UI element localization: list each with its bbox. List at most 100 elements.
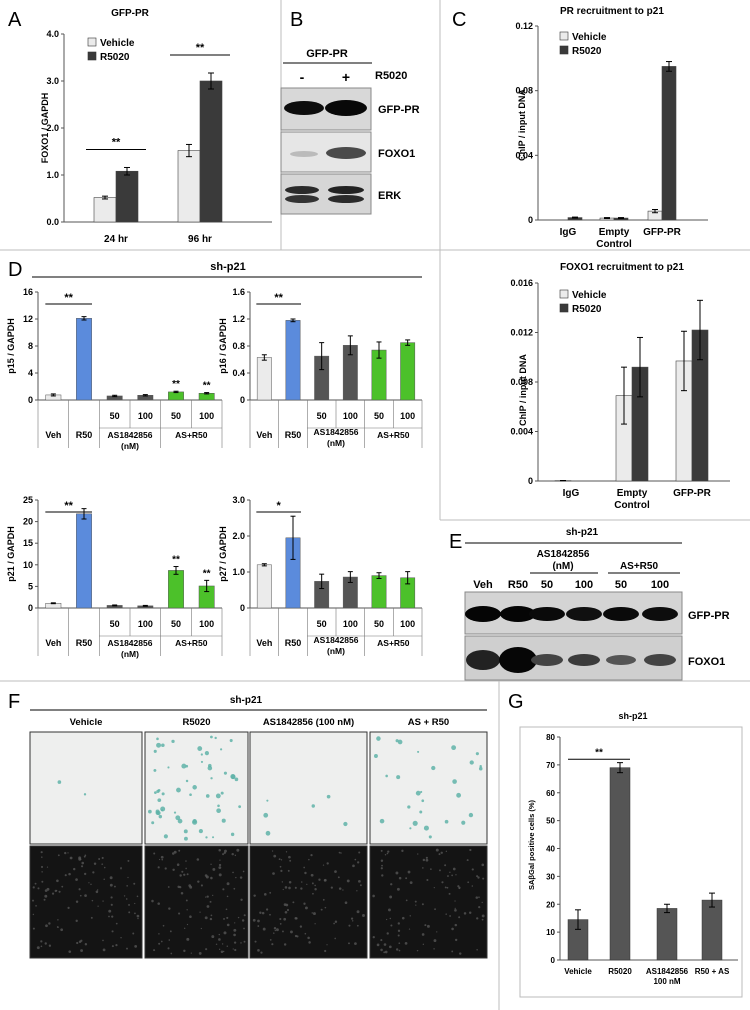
nucleus [288,880,292,884]
nucleus [32,913,35,916]
nucleus [289,859,292,862]
nucleus [340,852,342,854]
nucleus [395,948,399,951]
nucleus [241,919,245,922]
nucleus [405,877,408,880]
nucleus [186,873,189,876]
nucleus [160,855,164,859]
nucleus [306,883,308,886]
nucleus [425,856,428,859]
nucleus [357,861,360,864]
x-label-as: AS1842856 [314,427,359,437]
bright-field-image [249,731,368,845]
nucleus [441,881,444,884]
stained-cell [452,779,457,784]
nucleus [299,925,303,928]
x-tick-label: Control [614,500,650,511]
nucleus [454,923,458,927]
y-tick-label: 0.4 [232,368,245,378]
nucleus [103,866,106,869]
nucleus [324,906,327,909]
nucleus [444,864,447,867]
nucleus [158,942,161,945]
nucleus [158,933,160,935]
nucleus [280,859,283,861]
nucleus [285,903,289,907]
nucleus [279,865,282,868]
nucleus [88,882,90,884]
x-label-dose: 100 [343,411,358,421]
y-tick-label: 1.6 [232,287,245,297]
stained-cell [192,785,197,790]
stained-cell [229,738,233,743]
panel-e-title: sh-p21 [566,527,599,538]
nucleus [218,866,222,870]
nucleus [101,863,104,865]
stained-cell [183,829,188,834]
nucleus [356,910,360,914]
stained-cell [479,764,482,768]
nucleus [212,894,214,897]
nucleus [102,948,106,952]
x-tick-label: Vehicle [564,967,592,976]
nucleus [467,881,470,884]
blot-b-label-foxo1: FOXO1 [378,148,415,160]
nucleus [102,900,104,902]
nucleus [280,869,283,872]
nucleus [482,877,485,880]
nucleus [311,882,314,885]
nucleus [128,903,131,906]
nucleus [170,952,173,955]
nucleus [60,928,64,932]
nucleus [84,943,88,946]
nucleus [477,876,480,879]
x-label-dose: 50 [110,619,120,629]
bar [177,150,201,223]
micrographs: Vehicle R5020 AS1842856 (100 nM) AS + R50 [29,717,488,959]
stained-cell [163,834,168,839]
nucleus [282,930,284,933]
nucleus [209,917,213,921]
nucleus [372,936,375,939]
panel-b: B GFP-PR - + R5020 GFP-PR FOXO1 ERK [280,9,420,215]
nucleus [169,930,172,933]
nucleus [221,943,224,945]
stained-cell [266,799,269,802]
nucleus [37,887,40,890]
nucleus [314,884,316,887]
nucleus [447,875,449,877]
stained-cell [469,760,474,765]
x-label-asr: AS+R50 [175,638,208,648]
nucleus [322,864,325,866]
y-tick-label: 12 [23,314,33,324]
nucleus [414,900,417,903]
nucleus [471,868,474,871]
x-label-dose: 50 [110,411,120,421]
image-label: Vehicle [70,717,103,728]
nucleus [243,940,246,943]
nucleus [90,916,93,919]
nucleus [436,931,438,933]
stained-cell [161,809,164,812]
nucleus [32,927,35,930]
nucleus [134,902,136,905]
nucleus [58,890,61,893]
nucleus [384,950,388,954]
nucleus [352,864,355,868]
nucleus [348,942,350,945]
nucleus [75,878,78,881]
y-tick-label: 16 [23,287,33,297]
x-label-veh: Veh [256,430,272,440]
nucleus [133,882,136,885]
significance-mark: ** [595,747,603,758]
fluorescence-image [144,845,249,959]
stained-cell [198,829,203,834]
significance-mark: ** [203,381,211,392]
blot-b [280,87,372,215]
panel-c2-title: FOXO1 recruitment to p21 [560,262,684,273]
nucleus [233,887,236,890]
stained-cell [326,794,331,799]
nucleus [235,876,237,879]
nucleus [417,853,419,855]
fluorescence-image [29,845,143,959]
